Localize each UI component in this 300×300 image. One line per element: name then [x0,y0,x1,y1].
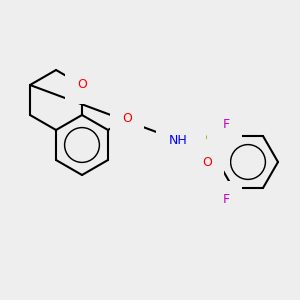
Text: O: O [219,118,229,131]
Text: O: O [202,155,212,169]
Text: O: O [77,79,87,92]
Text: F: F [223,118,230,131]
Text: NH: NH [169,134,188,146]
Text: S: S [205,134,215,149]
Text: F: F [223,193,230,206]
Text: O: O [122,112,132,125]
